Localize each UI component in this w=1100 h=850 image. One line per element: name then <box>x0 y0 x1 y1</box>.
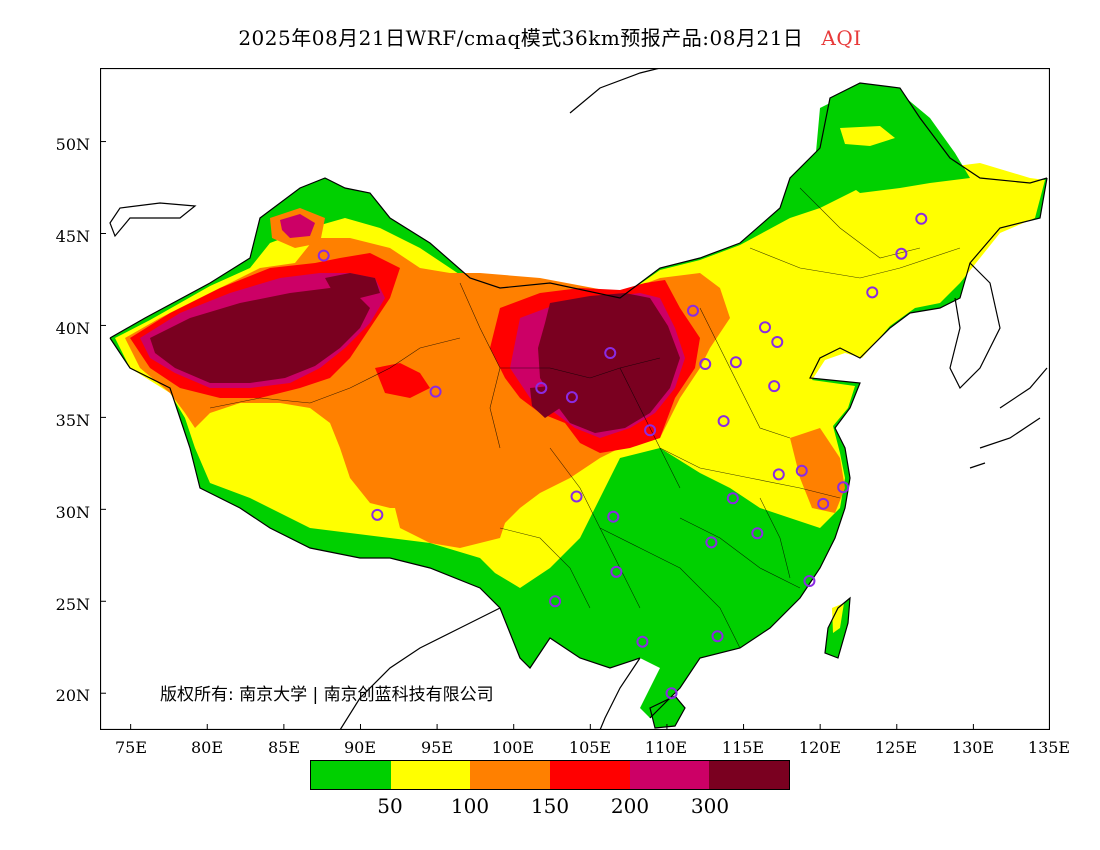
legend-swatch <box>470 761 551 789</box>
legend-swatch <box>629 761 710 789</box>
station-marker <box>759 321 771 334</box>
station-marker <box>699 358 712 371</box>
country-border <box>109 82 1048 339</box>
station-marker <box>604 347 617 360</box>
aqi-region-maroon <box>150 288 370 383</box>
legend-swatch <box>390 761 471 789</box>
station-marker <box>636 635 649 648</box>
station-marker <box>665 687 678 700</box>
station-marker <box>817 497 830 510</box>
station-markers <box>317 212 928 700</box>
legend-label: 200 <box>610 794 650 818</box>
station-marker <box>729 356 742 369</box>
station-marker <box>717 415 730 428</box>
station-marker <box>549 595 562 608</box>
title-main: 2025年08月21日WRF/cmaq模式36km预报产品:08月21日 <box>238 26 804 50</box>
lat-label: 20N <box>55 686 90 705</box>
lat-label: 35N <box>55 411 90 430</box>
lat-label: 50N <box>55 135 90 154</box>
lon-label: 90E <box>343 738 377 757</box>
lon-label: 115E <box>721 738 765 757</box>
station-marker <box>771 335 784 348</box>
lat-label: 40N <box>55 319 90 338</box>
lat-label: 45N <box>55 227 90 246</box>
lon-label: 130E <box>951 738 995 757</box>
legend-label: 150 <box>530 794 570 818</box>
lon-label: 80E <box>190 738 224 757</box>
aqi-legend-colorbar <box>310 760 790 790</box>
station-marker <box>610 565 623 578</box>
station-marker <box>686 304 699 317</box>
legend-label: 50 <box>377 794 403 818</box>
lon-label: 95E <box>420 738 454 757</box>
lon-label: 125E <box>874 738 918 757</box>
station-marker <box>837 481 850 494</box>
station-marker <box>768 380 781 393</box>
legend-label: 100 <box>450 794 490 818</box>
station-marker <box>711 630 724 643</box>
station-marker <box>607 510 620 523</box>
station-marker <box>371 508 384 521</box>
lat-label: 25N <box>55 595 90 614</box>
station-marker <box>429 385 442 398</box>
aqi-map <box>100 68 1050 730</box>
station-marker <box>803 575 816 588</box>
station-marker <box>644 424 657 437</box>
lon-label: 100E <box>491 738 535 757</box>
station-marker <box>795 464 808 477</box>
station-marker <box>772 468 785 481</box>
lon-label: 75E <box>114 738 148 757</box>
lon-label: 135E <box>1027 738 1071 757</box>
map-title: 2025年08月21日WRF/cmaq模式36km预报产品:08月21日 AQI <box>0 22 1100 51</box>
legend-swatch <box>709 761 790 789</box>
station-marker <box>535 381 548 394</box>
map-panel <box>100 68 1050 730</box>
station-marker <box>751 527 764 540</box>
station-marker <box>565 391 578 404</box>
station-marker <box>866 286 879 299</box>
station-marker <box>895 247 908 260</box>
station-marker <box>317 249 330 262</box>
station-marker <box>726 492 739 505</box>
title-variable: AQI <box>821 26 862 50</box>
lat-label: 30N <box>55 503 90 522</box>
lon-label: 120E <box>798 738 842 757</box>
lon-label: 110E <box>644 738 688 757</box>
copyright-text: 版权所有: 南京大学 | 南京创蓝科技有限公司 <box>160 685 494 705</box>
legend-swatch <box>311 761 391 789</box>
lon-label: 105E <box>568 738 612 757</box>
lon-label: 85E <box>267 738 301 757</box>
station-marker <box>915 212 928 225</box>
station-marker <box>570 490 583 503</box>
legend-swatch <box>550 761 630 789</box>
station-marker <box>705 536 718 549</box>
legend-label: 300 <box>690 794 730 818</box>
